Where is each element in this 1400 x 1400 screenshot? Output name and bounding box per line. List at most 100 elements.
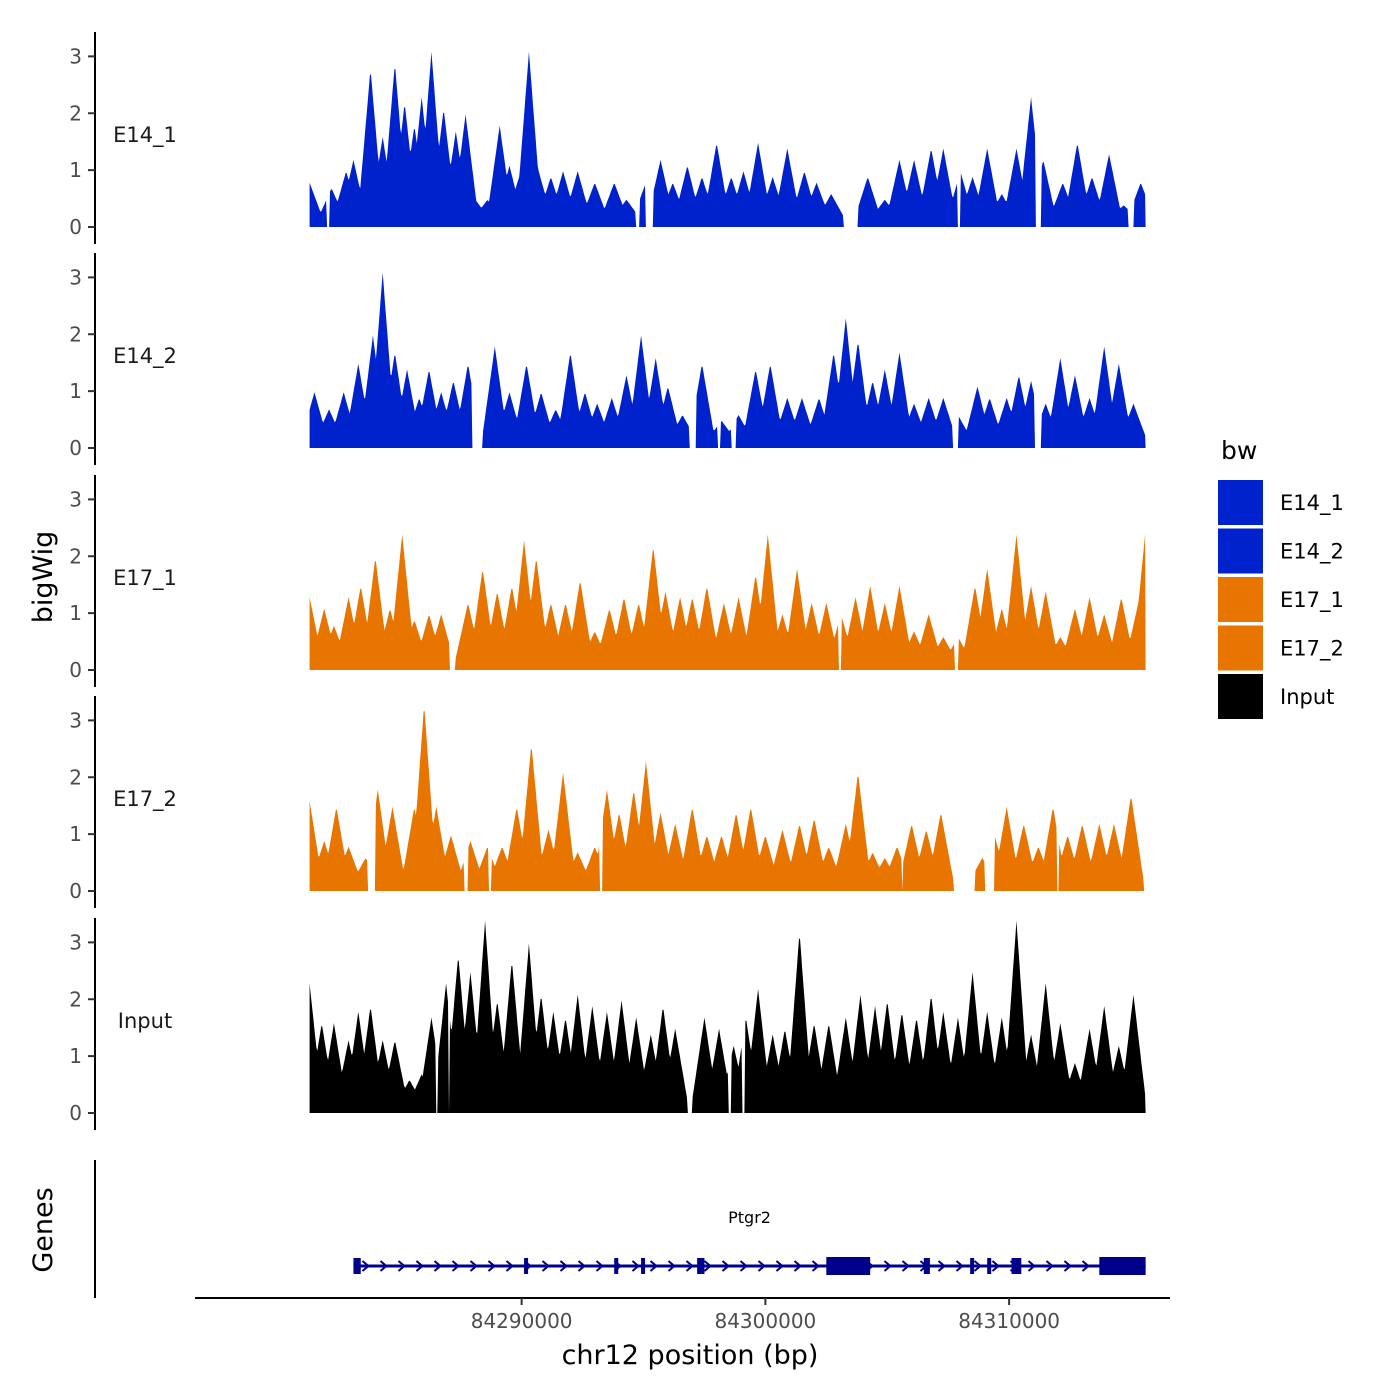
strand-arrow [631, 1260, 641, 1272]
y-tick-label: 2 [69, 987, 82, 1011]
strand-arrow [901, 1260, 911, 1272]
strand-arrow [1081, 1260, 1091, 1272]
track-label: E14_2 [113, 344, 177, 369]
strand-arrow [721, 1260, 731, 1272]
legend-label: E14_1 [1280, 491, 1344, 516]
coverage-area-input [309, 920, 1146, 1113]
gene-ptgr2: Ptgr2 [353, 1208, 1146, 1275]
y-tick-label: 1 [69, 1044, 82, 1068]
y-tick-label: 2 [69, 322, 82, 346]
track-label: E17_2 [113, 787, 177, 812]
x-tick-label: 84300000 [714, 1309, 816, 1333]
y-tick-label: 2 [69, 101, 82, 125]
strand-arrow [577, 1260, 587, 1272]
y-tick-label: 3 [69, 487, 82, 511]
y-tick-label: 3 [69, 44, 82, 68]
strand-arrow [667, 1260, 677, 1272]
y-tick-label: 1 [69, 601, 82, 625]
legend-item-e17-1: E17_1 [1218, 577, 1344, 622]
y-tick-label: 0 [69, 658, 82, 682]
strand-arrow [973, 1260, 983, 1272]
legend-item-e14-1: E14_1 [1218, 480, 1344, 525]
gene-track: Ptgr2 [94, 1160, 1146, 1298]
y-tick-label: 3 [69, 708, 82, 732]
strand-arrow [811, 1260, 821, 1272]
gene-exon [614, 1258, 619, 1274]
gene-exon [353, 1258, 361, 1274]
gene-exon [524, 1258, 529, 1274]
track-e17-2: 0 1 2 3 E17_2 [69, 696, 1146, 908]
track-label: Input [118, 1009, 172, 1033]
gene-exon [923, 1258, 930, 1274]
legend-item-input: Input [1218, 674, 1334, 719]
strand-arrow [361, 1260, 371, 1272]
strand-arrow [757, 1260, 767, 1272]
gene-exon [987, 1258, 992, 1274]
coverage-area-e17-2 [309, 711, 1146, 891]
strand-arrow [793, 1260, 803, 1272]
legend-label: E17_2 [1280, 637, 1344, 662]
strand-arrow [487, 1260, 497, 1272]
strand-arrow [775, 1260, 785, 1272]
legend-label: E14_2 [1280, 540, 1344, 565]
strand-arrow [1063, 1260, 1073, 1272]
strand-arrow [955, 1260, 965, 1272]
x-tick-label: 84290000 [471, 1309, 573, 1333]
y-tick-label: 1 [69, 158, 82, 182]
track-input: 0 1 2 3 Input [69, 918, 1146, 1130]
y-axis-title: bigWig [28, 531, 59, 624]
track-label: E14_1 [113, 123, 177, 148]
strand-arrow [991, 1260, 1001, 1272]
y-tick-label: 0 [69, 1101, 82, 1125]
x-axis: 84290000 84300000 84310000 [195, 1297, 1170, 1333]
gene-exon [641, 1258, 646, 1274]
strand-arrow [541, 1260, 551, 1272]
y-tick-label: 1 [69, 822, 82, 846]
y-tick-label: 0 [69, 215, 82, 239]
coverage-area-e17-1 [309, 534, 1146, 670]
legend-item-e17-2: E17_2 [1218, 625, 1344, 671]
strand-arrow [739, 1260, 749, 1272]
legend-label: E17_1 [1280, 588, 1344, 613]
legend-swatch [1218, 625, 1263, 671]
gene-exon [1099, 1257, 1146, 1275]
genes-track-label: Genes [28, 1187, 59, 1272]
track-e14-1: 0 1 2 3 E14_1 [69, 32, 1146, 244]
legend: E14_1 E14_2 E17_1 E17_2 Input [1218, 480, 1344, 719]
legend-swatch [1218, 528, 1263, 574]
strand-arrow [1027, 1260, 1037, 1272]
strand-arrow [415, 1260, 425, 1272]
strand-arrow [595, 1260, 605, 1272]
y-tick-label: 3 [69, 930, 82, 954]
y-tick-label: 0 [69, 436, 82, 460]
legend-title: bw [1221, 436, 1257, 465]
legend-item-e14-2: E14_2 [1218, 528, 1344, 574]
strand-arrow [559, 1260, 569, 1272]
legend-swatch [1218, 480, 1263, 525]
gene-exon [697, 1258, 705, 1274]
strand-arrow [703, 1260, 713, 1272]
strand-arrow [469, 1260, 479, 1272]
coverage-tracks: 0 1 2 3 E14_1 0 1 2 3 E14_2 0 1 2 3 E17_1 0 1 2 3 E17_2 0 1 2 3… [69, 32, 1146, 1130]
track-e17-1: 0 1 2 3 E17_1 [69, 475, 1146, 687]
strand-arrow [937, 1260, 947, 1272]
y-tick-label: 2 [69, 765, 82, 789]
strand-arrow [379, 1260, 389, 1272]
legend-label: Input [1280, 685, 1334, 709]
gene-name-label: Ptgr2 [728, 1208, 771, 1227]
strand-arrow [451, 1260, 461, 1272]
y-tick-label: 1 [69, 379, 82, 403]
y-tick-label: 3 [69, 265, 82, 289]
x-tick-label: 84310000 [958, 1309, 1060, 1333]
strand-arrow [397, 1260, 407, 1272]
strand-arrow [649, 1260, 659, 1272]
strand-arrow [883, 1260, 893, 1272]
gene-exon [826, 1257, 871, 1275]
track-e14-2: 0 1 2 3 E14_2 [69, 253, 1146, 465]
gene-exon [970, 1258, 975, 1274]
coverage-area-e14-1 [309, 51, 1146, 227]
strand-arrow [685, 1260, 695, 1272]
legend-swatch [1218, 674, 1263, 719]
y-tick-label: 2 [69, 544, 82, 568]
